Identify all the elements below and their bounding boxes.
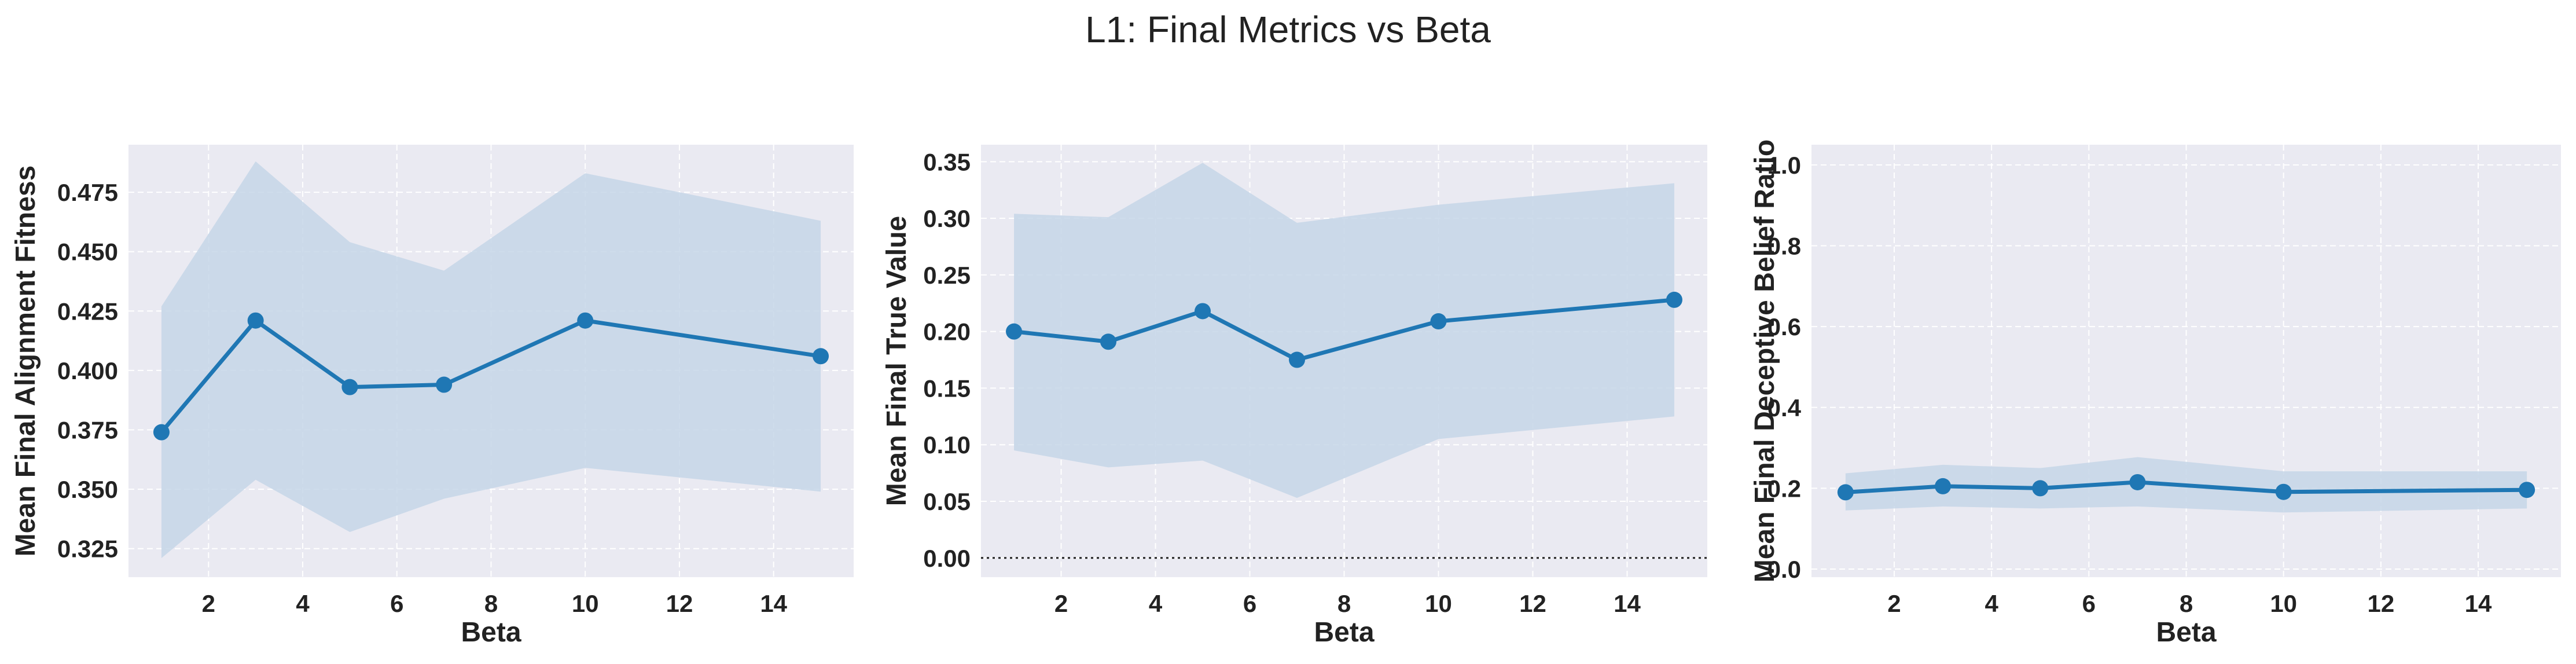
x-tick-label: 12 — [2368, 590, 2395, 617]
y-tick-label: 0.325 — [57, 535, 118, 563]
x-tick-label: 10 — [2270, 590, 2297, 617]
data-point — [813, 348, 829, 365]
data-point — [1666, 291, 1682, 308]
data-point — [1289, 351, 1306, 368]
confidence-band — [161, 161, 821, 559]
x-tick-label: 10 — [1425, 590, 1452, 617]
y-tick-label: 0.400 — [57, 357, 118, 384]
data-point — [1006, 323, 1023, 340]
data-point — [2519, 482, 2535, 498]
data-point — [1837, 484, 1854, 501]
x-tick-label: 14 — [760, 590, 787, 617]
series-line — [160, 318, 821, 434]
data-point — [1935, 478, 1952, 494]
y-tick-label: 0.10 — [923, 431, 971, 458]
x-tick-label: 8 — [2180, 590, 2193, 617]
x-axis-label: Beta — [461, 617, 521, 648]
x-tick-label: 4 — [1149, 590, 1163, 617]
data-point — [341, 379, 358, 395]
x-tick-label: 14 — [2465, 590, 2492, 617]
x-tick-label: 10 — [572, 590, 599, 617]
data-point — [577, 312, 594, 329]
data-point — [2032, 480, 2049, 497]
y-tick-label: 0.25 — [923, 262, 971, 289]
y-axis-label: Mean Final Deceptive Belief Ratio — [1750, 140, 1780, 583]
y-tick-label: 0.8 — [1767, 233, 1801, 260]
data-point — [436, 376, 453, 393]
y-axis-label: Mean Final True Value — [881, 216, 912, 507]
y-tick-label: 0.35 — [923, 148, 971, 175]
y-tick-label: 0.6 — [1767, 313, 1801, 340]
x-tick-label: 6 — [2082, 590, 2096, 617]
x-tick-label: 12 — [1519, 590, 1546, 617]
y-tick-label: 0.4 — [1767, 394, 1802, 421]
x-tick-label: 6 — [390, 590, 403, 617]
x-tick-label: 2 — [1054, 590, 1068, 617]
data-point — [2275, 483, 2292, 500]
data-point — [1195, 303, 1211, 320]
y-tick-label: 0.0 — [1767, 556, 1801, 583]
x-tick-label: 8 — [1337, 590, 1351, 617]
y-tick-label: 0.15 — [923, 375, 971, 402]
x-tick-label: 6 — [1243, 590, 1256, 617]
y-tick-label: 0.350 — [57, 476, 118, 503]
y-tick-label: 0.475 — [57, 179, 118, 206]
y-tick-label: 0.05 — [923, 488, 971, 515]
data-point — [247, 312, 264, 329]
data-point — [2129, 474, 2146, 490]
x-axis-label: Beta — [2156, 617, 2216, 648]
y-tick-label: 1.0 — [1767, 152, 1801, 179]
y-tick-label: 0.450 — [57, 239, 118, 266]
data-point — [1430, 313, 1447, 330]
y-axis-label: Mean Final Alignment Fitness — [10, 166, 41, 557]
x-tick-label: 4 — [296, 590, 310, 617]
data-point — [1100, 333, 1117, 350]
y-tick-label: 0.30 — [923, 205, 971, 232]
x-tick-label: 2 — [202, 590, 215, 617]
x-tick-label: 8 — [484, 590, 498, 617]
data-point — [153, 424, 170, 441]
series-line — [1845, 480, 2527, 494]
series-line — [1013, 298, 1675, 362]
x-tick-label: 14 — [1614, 590, 1641, 617]
y-tick-label: 0.425 — [57, 298, 118, 325]
x-tick-label: 12 — [666, 590, 693, 617]
y-tick-label: 0.2 — [1767, 475, 1801, 502]
x-tick-label: 2 — [1887, 590, 1901, 617]
confidence-band — [1014, 163, 1674, 498]
x-axis-label: Beta — [1314, 617, 1374, 648]
y-tick-label: 0.00 — [923, 545, 971, 572]
x-tick-label: 4 — [1985, 590, 1998, 617]
y-tick-label: 0.375 — [57, 417, 118, 444]
figure-title: L1: Final Metrics vs Beta — [1085, 9, 1491, 50]
y-tick-label: 0.20 — [923, 318, 971, 346]
